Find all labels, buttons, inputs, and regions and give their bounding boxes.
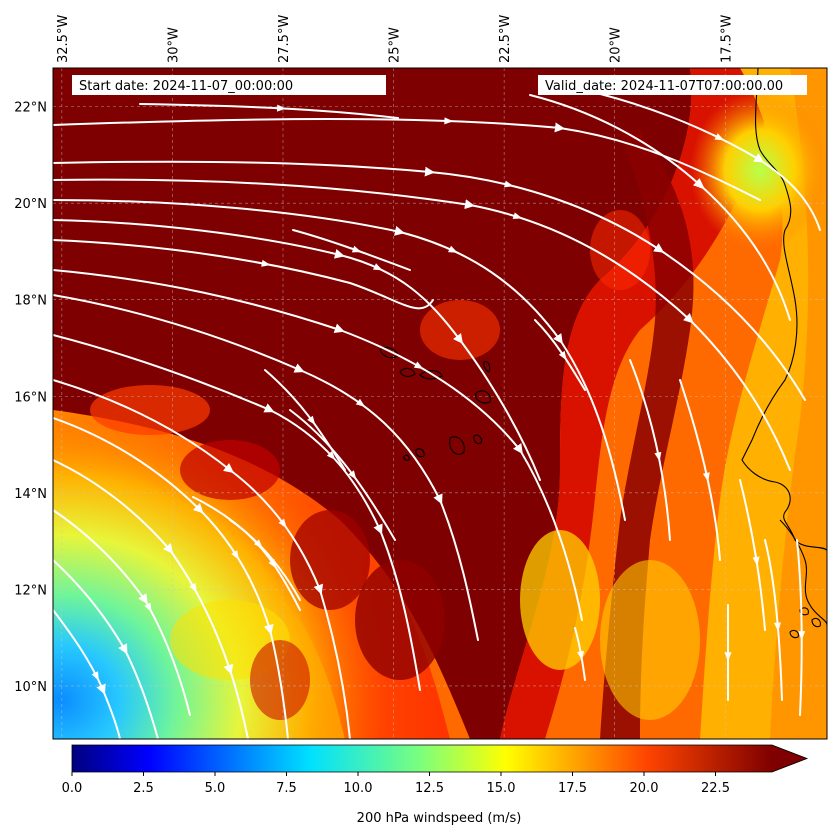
windspeed-field — [53, 68, 827, 739]
streamline-arrow — [91, 671, 99, 681]
lat-label: 18°N — [14, 294, 47, 309]
streamline-arrow — [577, 650, 585, 661]
lon-label: 27.5°W — [277, 15, 292, 63]
colorbar-tick-label: 12.5 — [415, 781, 444, 796]
streamline — [739, 479, 766, 631]
date-banner: Start date: 2024-11-07_00:00:00 Valid_da… — [72, 75, 807, 95]
streamline-arrow — [119, 644, 127, 654]
streamline-arrow — [702, 472, 710, 482]
streamline — [139, 103, 399, 119]
streamline-arrow — [373, 263, 383, 271]
streamline — [229, 519, 301, 611]
streamline-arrow — [189, 583, 197, 593]
colorbar-ticks: 0.0 2.5 5.0 7.5 10.0 12.5 15.0 17.5 20.0 22.5 — [62, 772, 730, 796]
streamline-arrow — [276, 104, 287, 112]
valid-date-box — [538, 75, 807, 95]
colorbar-tick-label: 7.5 — [276, 781, 297, 796]
streamline-arrow — [326, 450, 336, 460]
lat-label: 22°N — [14, 101, 47, 116]
valid-date-text: Valid_date: 2024-11-07T07:00:00.00 — [545, 79, 783, 94]
colorbar-tick-label: 20.0 — [630, 781, 659, 796]
streamline — [53, 334, 421, 691]
streamline-arrow — [261, 259, 271, 267]
colorbar-tick-label: 2.5 — [133, 781, 154, 796]
colorbar-label: 200 hPa windspeed (m/s) — [357, 811, 522, 826]
streamline — [53, 118, 761, 201]
streamline — [53, 379, 351, 739]
streamline — [264, 369, 346, 471]
streamline — [53, 509, 191, 716]
lon-label: 32.5°W — [56, 15, 71, 63]
colorbar-tick-label: 17.5 — [558, 781, 587, 796]
streamline-arrow — [351, 245, 362, 253]
lat-label: 20°N — [14, 197, 47, 212]
colorbar-outline — [71, 744, 809, 773]
streamline-arrow — [773, 622, 781, 632]
streamline — [53, 609, 121, 739]
lat-label: 12°N — [14, 583, 47, 598]
streamline-arrow — [348, 470, 357, 480]
lat-label: 14°N — [14, 487, 47, 502]
streamline — [53, 160, 806, 401]
streamline-arrow — [724, 652, 732, 662]
streamline — [679, 379, 721, 561]
streamline — [53, 239, 434, 310]
streamline-arrow — [144, 602, 152, 613]
start-date-text: Start date: 2024-11-07_00:00:00 — [79, 79, 293, 94]
lon-label: 30°W — [166, 27, 181, 63]
lon-label: 20°W — [609, 27, 624, 63]
streamline-arrow — [752, 556, 760, 566]
colorbar-ramp — [72, 745, 772, 772]
streamline — [292, 229, 411, 271]
guinea-coast — [779, 519, 827, 626]
streamline-arrow — [504, 180, 514, 188]
latitude-labels: 22°N 20°N 18°N 16°N 14°N 12°N 10°N — [14, 101, 47, 695]
lon-label: 17.5°W — [719, 15, 734, 63]
streamline — [53, 199, 626, 521]
streamline-arrow — [798, 631, 806, 641]
streamline — [629, 359, 671, 541]
streamline — [764, 539, 783, 701]
lat-label: 10°N — [14, 680, 47, 695]
colorbar-tick-label: 22.5 — [701, 781, 730, 796]
colorbar-tick-label: 5.0 — [205, 781, 226, 796]
colorbar-tick-label: 15.0 — [487, 781, 516, 796]
streamline — [53, 178, 791, 471]
colorbar-tick-label: 10.0 — [344, 781, 373, 796]
streamline-arrow — [307, 415, 316, 426]
start-date-box — [72, 75, 386, 95]
lat-label: 16°N — [14, 390, 47, 405]
streamline — [289, 409, 396, 541]
colorbar-tick-label: 0.0 — [62, 781, 83, 796]
streamline-arrow — [444, 117, 454, 125]
longitude-labels: 32.5°W 30°W 27.5°W 25°W 22.5°W 20°W 17.5°W — [56, 15, 734, 63]
colorbar-extend-arrow — [772, 745, 807, 772]
streamline-arrow — [714, 133, 725, 141]
lon-label: 22.5°W — [498, 15, 513, 63]
wind-streamlines — [53, 84, 821, 739]
streamline — [559, 84, 821, 231]
streamline-arrow — [231, 550, 239, 560]
streamline — [796, 539, 803, 716]
map-frame — [52, 67, 828, 740]
streamline-arrow — [268, 558, 277, 569]
streamline-arrow — [278, 518, 287, 529]
streamline-arrow — [696, 181, 706, 190]
streamline-arrow — [512, 212, 523, 220]
colorbar: 0.0 2.5 5.0 7.5 10.0 12.5 15.0 17.5 20.0 22.5 200… — [62, 744, 809, 826]
streamline-arrow — [654, 451, 662, 462]
lon-label: 25°W — [388, 27, 403, 63]
streamline-arrow — [558, 350, 567, 361]
